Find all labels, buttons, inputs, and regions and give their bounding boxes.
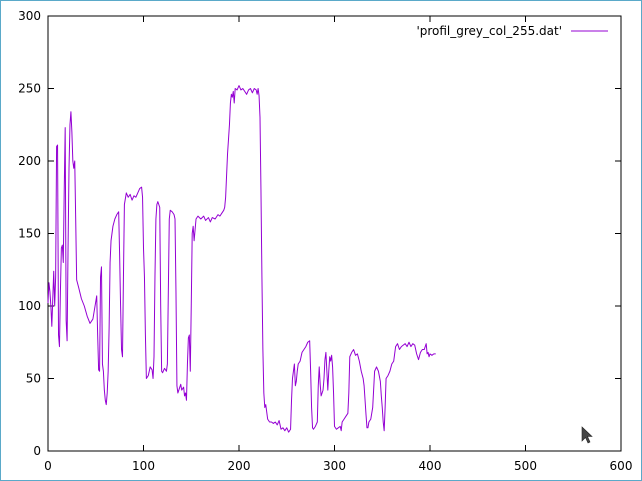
x-tick-label: 500: [514, 459, 537, 473]
y-tick-label: 100: [18, 299, 41, 313]
x-tick-label: 300: [323, 459, 346, 473]
y-tick-label: 150: [18, 227, 41, 241]
legend-label: 'profil_grey_col_255.dat': [416, 24, 562, 38]
y-tick-label: 300: [18, 9, 41, 23]
x-tick-label: 400: [419, 459, 442, 473]
mouse-cursor-icon: [581, 426, 593, 444]
x-tick-label: 200: [228, 459, 251, 473]
y-tick-label: 200: [18, 154, 41, 168]
x-tick-label: 0: [44, 459, 52, 473]
x-tick-label: 600: [610, 459, 633, 473]
y-tick-label: 50: [26, 372, 41, 386]
series-layer: [47, 85, 436, 433]
legend: 'profil_grey_col_255.dat': [416, 24, 608, 38]
y-tick-label: 250: [18, 82, 41, 96]
x-tick-label: 100: [132, 459, 155, 473]
y-tick-label: 0: [33, 444, 41, 458]
plot-frame: [47, 15, 622, 452]
series-line: [47, 85, 436, 433]
axes: 0 100 200 300 400 500 600 0 50 100 150 200 250 300: [18, 9, 632, 473]
